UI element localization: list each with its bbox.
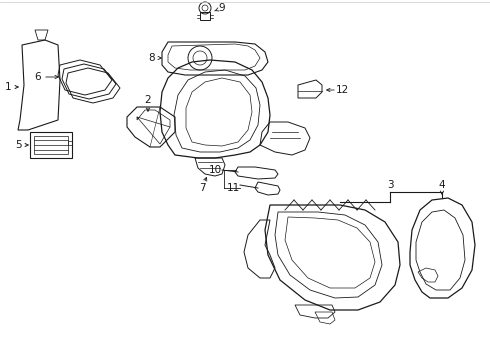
Text: 8: 8 [148,53,155,63]
Text: 1: 1 [5,82,11,92]
Text: 2: 2 [145,95,151,105]
Text: 12: 12 [335,85,348,95]
Text: 4: 4 [439,180,445,190]
Text: 5: 5 [15,140,21,150]
Text: 10: 10 [208,165,221,175]
Text: 3: 3 [387,180,393,190]
Text: 11: 11 [226,183,240,193]
Text: 9: 9 [219,3,225,13]
Text: 7: 7 [198,183,205,193]
Text: 6: 6 [35,72,41,82]
